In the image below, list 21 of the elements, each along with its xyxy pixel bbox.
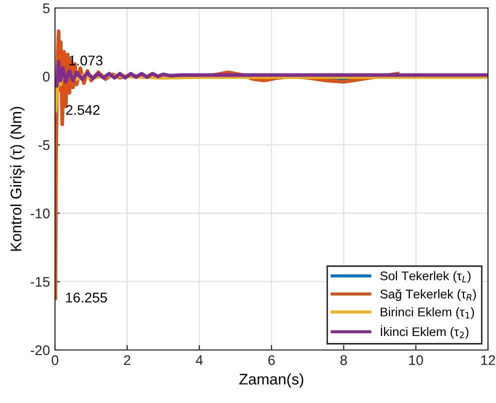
y-tick-label: -20: [30, 345, 50, 356]
x-tick-label: 10: [409, 355, 424, 366]
x-tick-label: 0: [52, 355, 58, 366]
x-tick-label: 6: [268, 355, 275, 366]
y-axis-title: Kontrol Girişi (τ) (Nm): [10, 106, 25, 251]
x-tick-label: 12: [481, 355, 496, 365]
annotation: 16.255: [66, 292, 107, 302]
legend-label: Sağ Tekerlek (τ$_{R}$): [380, 289, 476, 301]
y-tick-label: -10: [30, 208, 50, 218]
x-tick-label: 2: [124, 355, 130, 365]
x-axis-title: Zaman(s): [239, 373, 304, 388]
y-tick-label: -15: [30, 277, 50, 287]
x-tick-label: 8: [340, 355, 347, 366]
y-tick-label: 5: [42, 3, 50, 14]
x-tick-label: 4: [196, 355, 203, 365]
legend-label: Birinci Eklem (τ$_{1}$): [380, 307, 474, 319]
y-tick-label: -5: [38, 140, 50, 150]
legend-label: İkinci Eklem (τ$_{2}$): [380, 325, 468, 339]
y-tick-label: 0: [42, 72, 50, 82]
annotation: 2.542: [66, 105, 100, 115]
legend-label: Sol Tekerlek (τ$_{L}$): [380, 271, 471, 283]
